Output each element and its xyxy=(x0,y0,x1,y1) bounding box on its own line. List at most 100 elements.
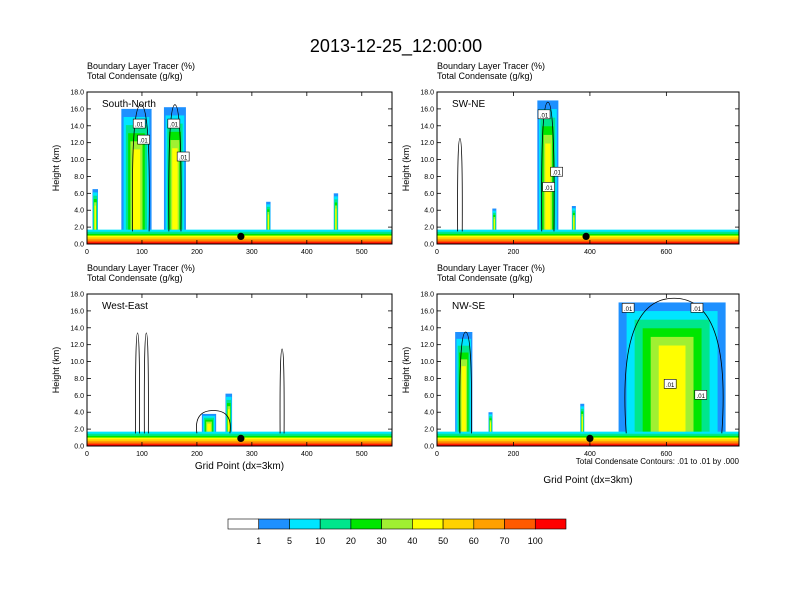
plot-frame xyxy=(86,293,393,447)
contour-label-text: .01 xyxy=(179,156,188,162)
x-tick-label: 0 xyxy=(85,451,89,458)
panel-nw-se: Boundary Layer Tracer (%)Total Condensat… xyxy=(401,263,740,458)
panels: Boundary Layer Tracer (%)Total Condensat… xyxy=(51,61,740,486)
band-layer xyxy=(87,242,392,244)
panel-subtitle-tracer: Boundary Layer Tracer (%) xyxy=(437,61,545,71)
plot-frame xyxy=(436,293,740,447)
colorbar-swatch xyxy=(381,518,413,530)
y-tick-label: 2.0 xyxy=(424,427,434,434)
x-tick-label: 600 xyxy=(661,249,673,256)
y-tick-label: 8.0 xyxy=(74,174,84,181)
x-tick-label: 500 xyxy=(356,249,368,256)
colorbar-swatch xyxy=(258,518,290,530)
colorbar-swatch xyxy=(319,518,352,530)
y-tick-label: 14.0 xyxy=(420,325,434,332)
panel-subtitle-condensate: Total Condensate (g/kg) xyxy=(437,273,533,283)
x-tick-label: 500 xyxy=(356,451,368,458)
contour-label: .01 xyxy=(663,379,677,389)
y-axis-label: Height (km) xyxy=(401,347,411,394)
y-tick-label: 18.0 xyxy=(70,292,84,299)
plume-band xyxy=(545,143,551,244)
y-tick-label: 12.0 xyxy=(420,342,434,349)
colorbar-swatch xyxy=(412,518,444,530)
y-tick-label: 2.0 xyxy=(424,225,434,232)
y-tick-label: 0.0 xyxy=(424,242,434,249)
y-tick-label: 16.0 xyxy=(70,106,84,113)
panel-subtitle-tracer: Boundary Layer Tracer (%) xyxy=(87,61,195,71)
plot-area xyxy=(87,332,392,446)
condensate-contour xyxy=(279,348,285,434)
y-tick-label: 14.0 xyxy=(420,123,434,130)
tracer-plume xyxy=(618,302,726,446)
plume-band xyxy=(227,409,230,446)
x-axis-label: Grid Point (dx=3km) xyxy=(195,461,284,472)
y-tick-label: 4.0 xyxy=(74,208,84,215)
plume-band xyxy=(172,148,178,244)
x-axis-label-right: Grid Point (dx=3km) xyxy=(543,475,632,486)
location-marker xyxy=(237,434,245,442)
x-tick-label: 400 xyxy=(584,249,596,256)
x-tick-label: 200 xyxy=(191,249,203,256)
y-tick-label: 16.0 xyxy=(420,308,434,315)
contour-label: .01 xyxy=(176,151,190,162)
condensate-contour xyxy=(459,331,472,434)
y-axis-label: Height (km) xyxy=(51,145,61,192)
band-layer xyxy=(437,242,739,244)
x-tick-label: 0 xyxy=(435,249,439,256)
y-tick-label: 6.0 xyxy=(74,393,84,400)
contour-label-text: .01 xyxy=(624,307,633,313)
contour-label-text: .01 xyxy=(693,307,702,313)
colorbar-label: 1 xyxy=(256,536,261,546)
colorbar-swatch xyxy=(442,518,475,530)
x-tick-label: 200 xyxy=(508,249,520,256)
colorbar-label: 40 xyxy=(407,536,417,546)
contour-label-text: .01 xyxy=(170,123,179,129)
location-marker xyxy=(582,232,590,240)
y-tick-label: 4.0 xyxy=(424,208,434,215)
tracer-plume xyxy=(225,393,233,446)
panel-name: South-North xyxy=(102,99,156,110)
x-tick-label: 0 xyxy=(435,451,439,458)
y-tick-label: 10.0 xyxy=(70,359,84,366)
y-tick-label: 12.0 xyxy=(420,140,434,147)
x-tick-label: 600 xyxy=(661,451,673,458)
colorbar-swatch xyxy=(534,518,567,530)
contour-label: .01 xyxy=(621,303,635,313)
plume-band xyxy=(267,214,269,244)
plume-band xyxy=(94,205,96,244)
x-tick-label: 200 xyxy=(508,451,520,458)
contour-label: .01 xyxy=(132,118,146,129)
y-axis-label: Height (km) xyxy=(401,145,411,192)
panel-subtitle-condensate: Total Condensate (g/kg) xyxy=(87,273,183,283)
y-tick-label: 18.0 xyxy=(70,90,84,97)
contour-label: .01 xyxy=(550,166,563,177)
panel-subtitle-condensate: Total Condensate (g/kg) xyxy=(87,71,183,81)
location-marker xyxy=(237,232,245,240)
x-tick-label: 400 xyxy=(301,451,313,458)
y-tick-label: 2.0 xyxy=(74,225,84,232)
colorbar-swatch xyxy=(227,518,260,530)
y-tick-label: 12.0 xyxy=(70,140,84,147)
x-tick-label: 300 xyxy=(246,249,258,256)
y-tick-label: 6.0 xyxy=(424,191,434,198)
contour-label: .01 xyxy=(542,182,555,192)
contour-label-text: .01 xyxy=(697,394,706,400)
y-tick-label: 6.0 xyxy=(74,191,84,198)
contour-label-text: .01 xyxy=(552,171,561,177)
plot-frame xyxy=(86,91,393,245)
panel-south-north: Boundary Layer Tracer (%)Total Condensat… xyxy=(51,61,393,256)
y-tick-label: 14.0 xyxy=(70,123,84,130)
y-tick-label: 18.0 xyxy=(420,292,434,299)
panel-name: SW-NE xyxy=(452,99,485,110)
y-tick-label: 18.0 xyxy=(420,90,434,97)
tracer-plume xyxy=(266,201,271,244)
y-tick-label: 0.0 xyxy=(424,444,434,451)
x-tick-label: 100 xyxy=(136,249,148,256)
plot-area: .01 .01 .01 .01 xyxy=(437,297,739,446)
tracer-plume xyxy=(92,189,98,244)
condensate-contour xyxy=(135,332,141,434)
y-tick-label: 16.0 xyxy=(70,308,84,315)
x-tick-label: 200 xyxy=(191,451,203,458)
condensate-contour xyxy=(131,104,150,232)
x-tick-label: 400 xyxy=(584,451,596,458)
